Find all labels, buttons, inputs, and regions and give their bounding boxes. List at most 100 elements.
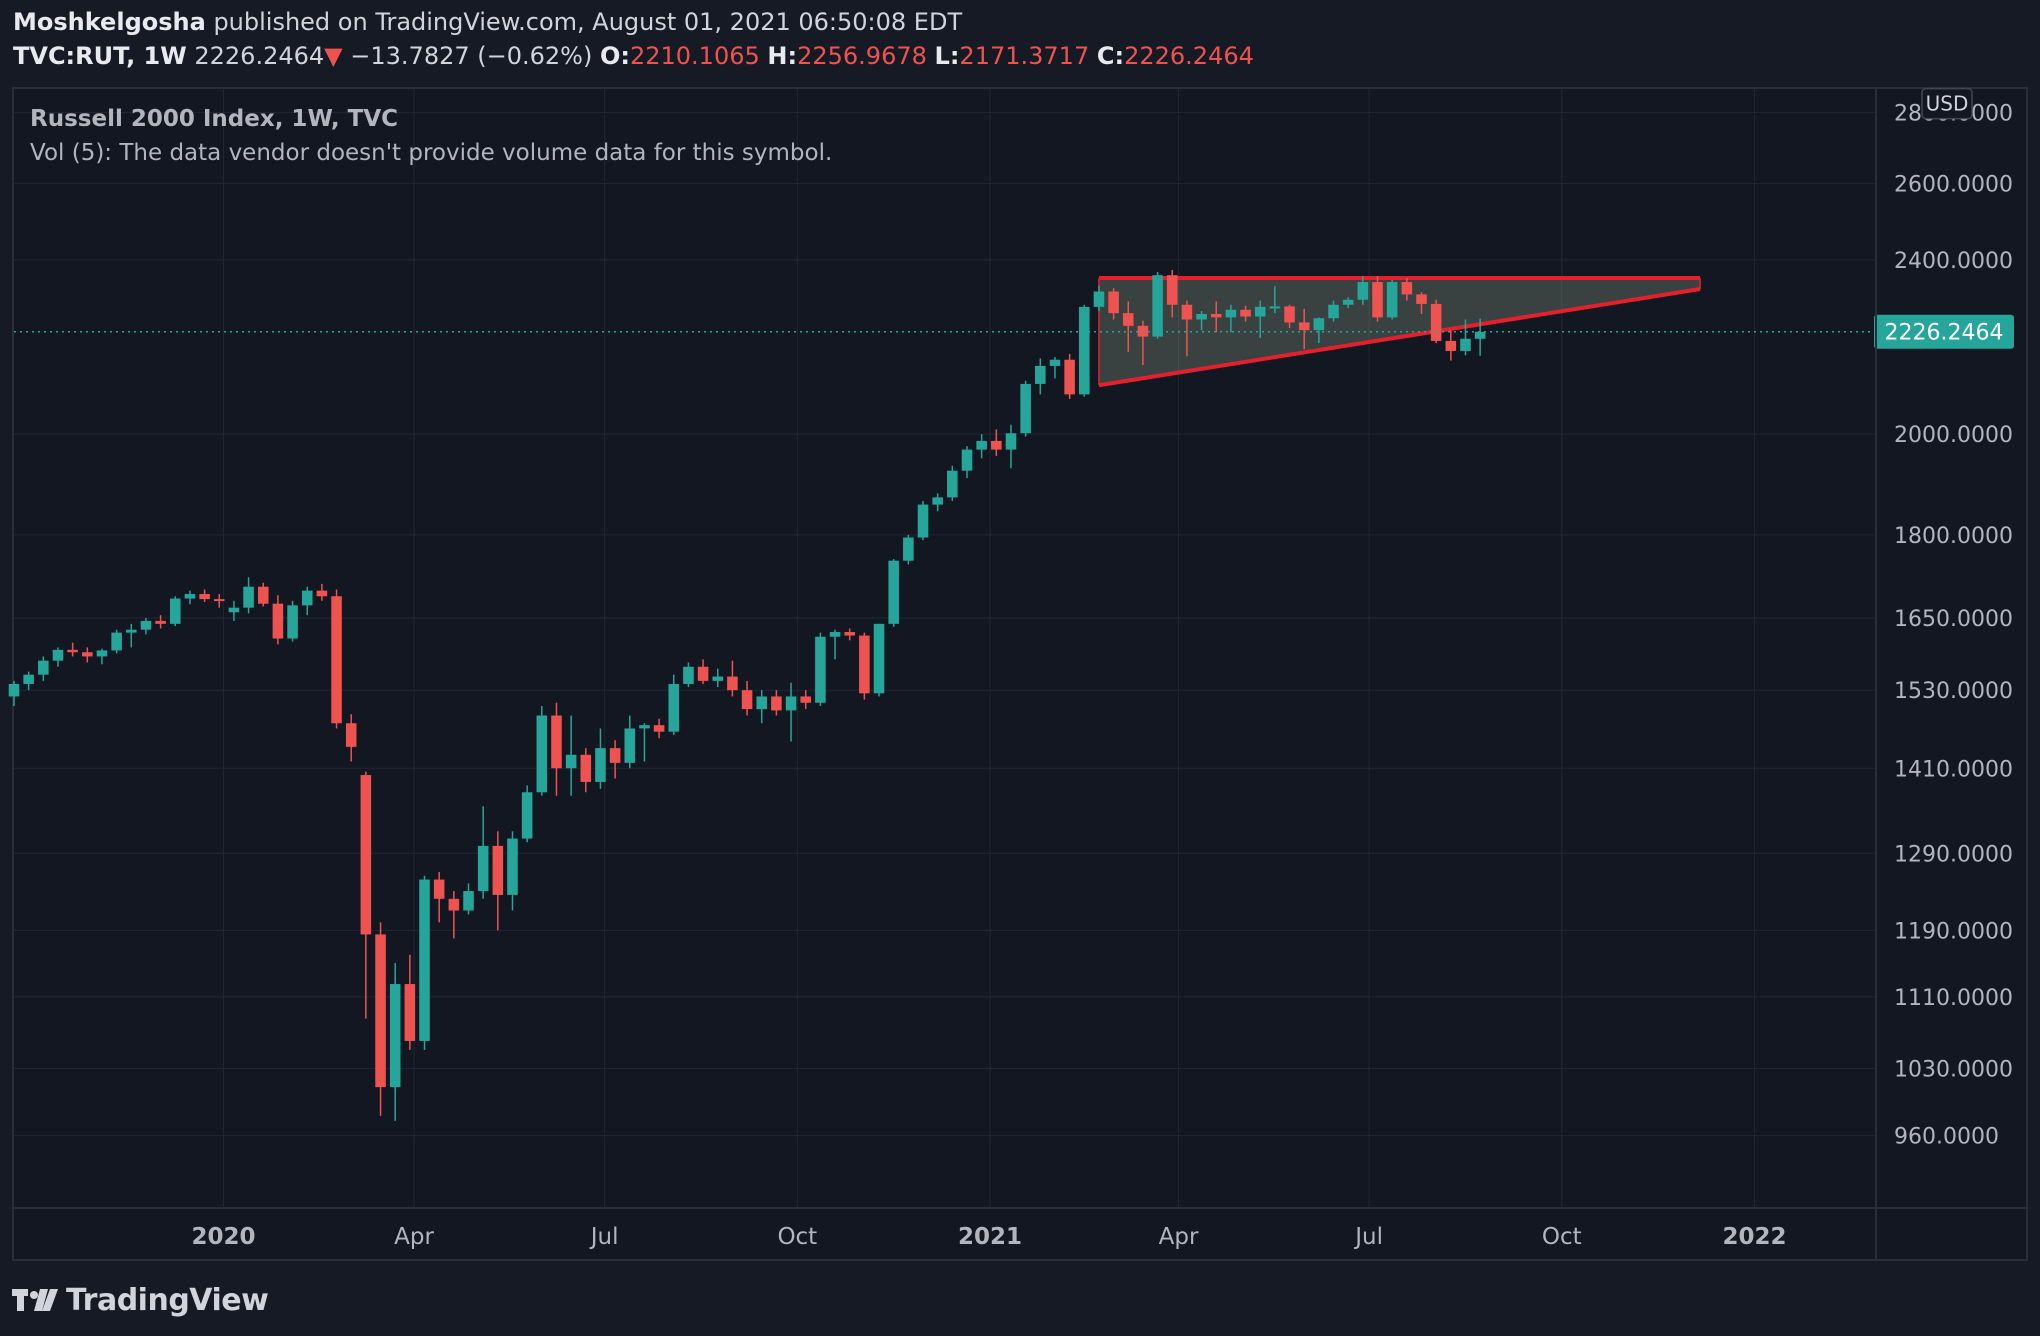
candle (433, 871, 445, 923)
candle (1035, 358, 1046, 395)
candle (228, 600, 240, 621)
triangle-drawing[interactable] (1098, 276, 1701, 388)
candle-body (1430, 303, 1442, 341)
footer-logo[interactable]: TradingView (12, 1280, 269, 1320)
candle (536, 705, 548, 796)
publish-header: Moshkelgosha published on TradingView.co… (0, 0, 2040, 86)
candle-body (947, 470, 958, 498)
triangle-fill (1098, 278, 1701, 386)
candle-body (169, 598, 181, 624)
candle (624, 715, 636, 769)
candle (697, 659, 709, 684)
candle (551, 702, 562, 796)
triangle-lower-line (1098, 287, 1701, 388)
candle-body (1372, 282, 1383, 318)
high-value: 2256.9678 (797, 42, 927, 70)
open-value: 2210.1065 (629, 42, 760, 70)
last-price-line: 2226.2464 (14, 314, 2014, 349)
candle (404, 954, 416, 1050)
candle (1108, 288, 1119, 320)
candle-body (257, 586, 269, 604)
candle (1254, 300, 1266, 338)
candle-body (771, 696, 782, 711)
author-name[interactable]: Moshkelgosha (13, 8, 206, 36)
candle-body (404, 984, 416, 1041)
candle-body (1445, 340, 1457, 351)
candle-body (624, 728, 636, 763)
candle (859, 632, 870, 700)
candle (829, 629, 841, 660)
candle (1430, 299, 1442, 344)
axes: 2800.00002600.00002400.00002000.00001800… (14, 87, 2026, 1260)
candle-body (126, 629, 137, 633)
candle-body (653, 725, 665, 732)
candle (1225, 304, 1237, 333)
currency-badge-label: USD (1926, 92, 1969, 116)
candle (199, 589, 210, 602)
candle-body (67, 649, 78, 653)
y-tick-label: 1190.0000 (1894, 919, 2013, 944)
candle (1064, 354, 1075, 399)
candle-body (976, 440, 987, 450)
candle-body (1064, 359, 1075, 395)
x-tick-label: Jul (589, 1224, 619, 1250)
candle (903, 534, 914, 565)
candle-body (697, 666, 709, 681)
chart-frame[interactable] (12, 87, 2028, 1261)
candle (580, 748, 592, 793)
candle-body (1328, 304, 1339, 319)
candle-body (932, 497, 943, 505)
candle-body (1313, 318, 1325, 331)
candle-body (609, 748, 621, 763)
y-tick-label: 1410.0000 (1894, 757, 2013, 782)
y-tick-label: 2600.0000 (1894, 172, 2013, 197)
candle (316, 583, 328, 601)
candle-body (1269, 306, 1281, 309)
candle-body (1401, 282, 1413, 295)
x-tick-label: Oct (1542, 1224, 1582, 1250)
candle (1342, 297, 1354, 309)
candle (507, 831, 518, 911)
y-tick-label: 1650.0000 (1894, 607, 2013, 632)
candle-body (243, 586, 254, 608)
currency-badge (1921, 87, 1973, 120)
candle-body (873, 623, 885, 694)
candle-body (477, 845, 489, 892)
candle (683, 662, 694, 688)
candle (961, 446, 973, 479)
candle-body (800, 696, 811, 703)
series-legend-title[interactable]: Russell 2000 Index, 1W, TVC (30, 106, 399, 132)
candle-body (668, 683, 680, 732)
candle (639, 723, 650, 762)
candle-body (1049, 359, 1061, 366)
x-tick-label: 2020 (191, 1224, 255, 1250)
candle (1079, 304, 1090, 397)
candle (1284, 304, 1295, 328)
candle-body (1152, 275, 1163, 337)
candle (1005, 424, 1017, 469)
last-price-label: 2226.2464 (1885, 321, 2004, 346)
candle-body (1254, 306, 1266, 317)
candle-body (82, 652, 93, 657)
candle (741, 680, 753, 716)
candle-body (756, 696, 768, 710)
low-value: 2171.3717 (959, 42, 1090, 70)
candle (1196, 311, 1207, 331)
candle (492, 831, 504, 931)
candle-body (1035, 365, 1046, 384)
x-tick-label: Jul (1353, 1224, 1383, 1250)
candle-body (184, 594, 196, 599)
y-tick-label: 2000.0000 (1894, 423, 2013, 448)
open-label: O: (599, 42, 630, 70)
candle-body (521, 792, 533, 839)
candle-body (345, 723, 357, 747)
low-label: L: (934, 42, 960, 70)
candle-body (639, 725, 650, 729)
candle (126, 623, 137, 648)
candle-body (580, 754, 592, 782)
candle-body (1166, 275, 1178, 305)
candle-body (375, 934, 386, 1088)
candle-body (815, 636, 826, 703)
candle-body (991, 440, 1002, 450)
